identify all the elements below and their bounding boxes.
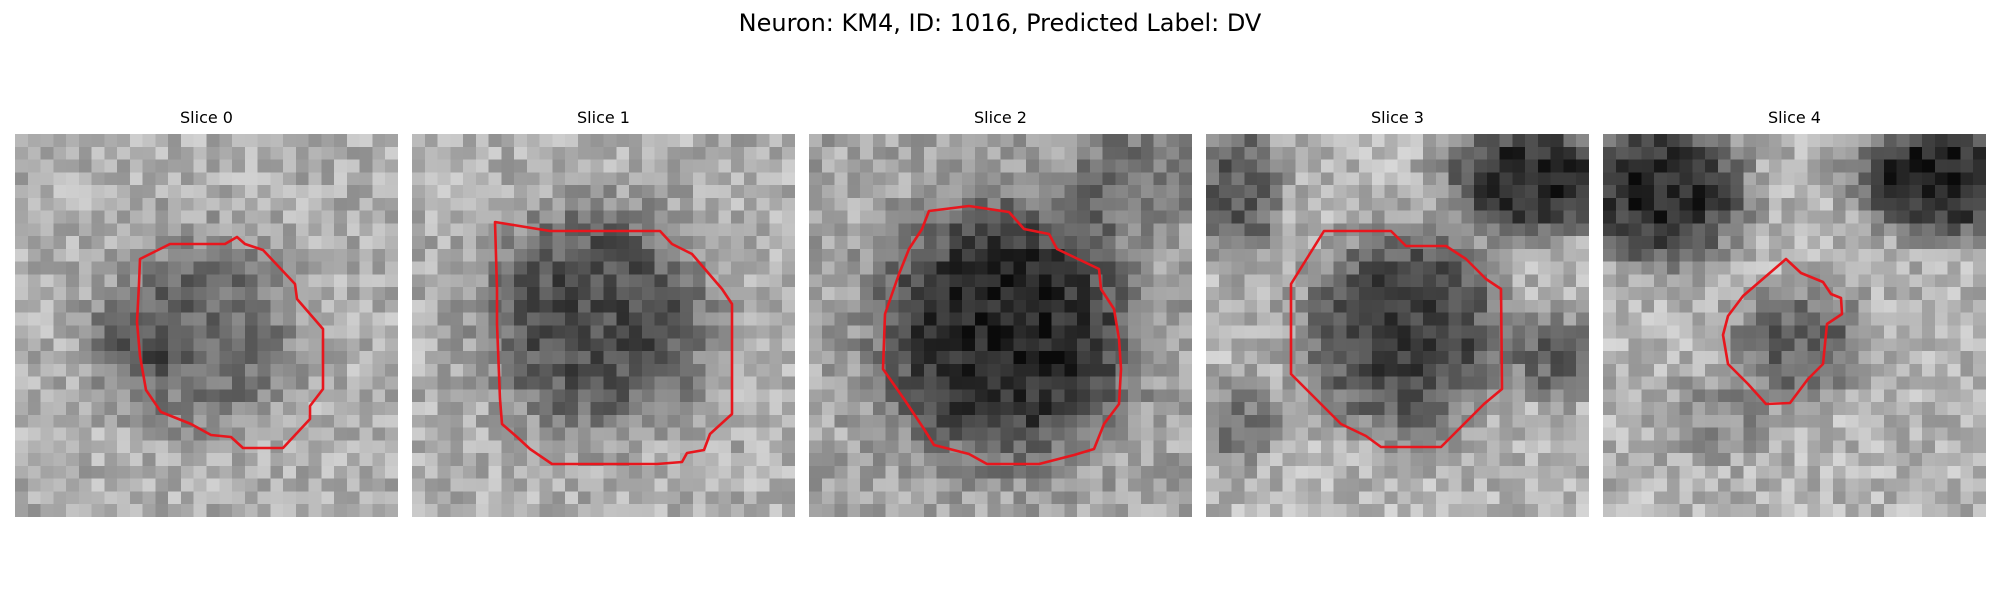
roi-contour-1 bbox=[493, 220, 734, 466]
slice-title-3: Slice 3 bbox=[1371, 108, 1424, 127]
slice-image-2 bbox=[809, 134, 1192, 517]
roi-contour-2 bbox=[881, 204, 1123, 466]
roi-contour-4 bbox=[1721, 257, 1844, 406]
slice-title-4: Slice 4 bbox=[1768, 108, 1821, 127]
slice-texture-4 bbox=[1603, 134, 1986, 517]
slice-image-4 bbox=[1603, 134, 1986, 517]
slice-texture-3 bbox=[1206, 134, 1589, 517]
slice-image-3 bbox=[1206, 134, 1589, 517]
slice-image-1 bbox=[412, 134, 795, 517]
roi-contour-3 bbox=[1289, 229, 1504, 449]
slice-title-1: Slice 1 bbox=[577, 108, 630, 127]
roi-contour-0 bbox=[135, 235, 325, 450]
slice-title-0: Slice 0 bbox=[180, 108, 233, 127]
slice-texture-0 bbox=[15, 134, 398, 517]
slice-texture-2 bbox=[809, 134, 1192, 517]
figure-title: Neuron: KM4, ID: 1016, Predicted Label: … bbox=[738, 9, 1262, 37]
slice-image-0 bbox=[15, 134, 398, 517]
slice-title-2: Slice 2 bbox=[974, 108, 1027, 127]
